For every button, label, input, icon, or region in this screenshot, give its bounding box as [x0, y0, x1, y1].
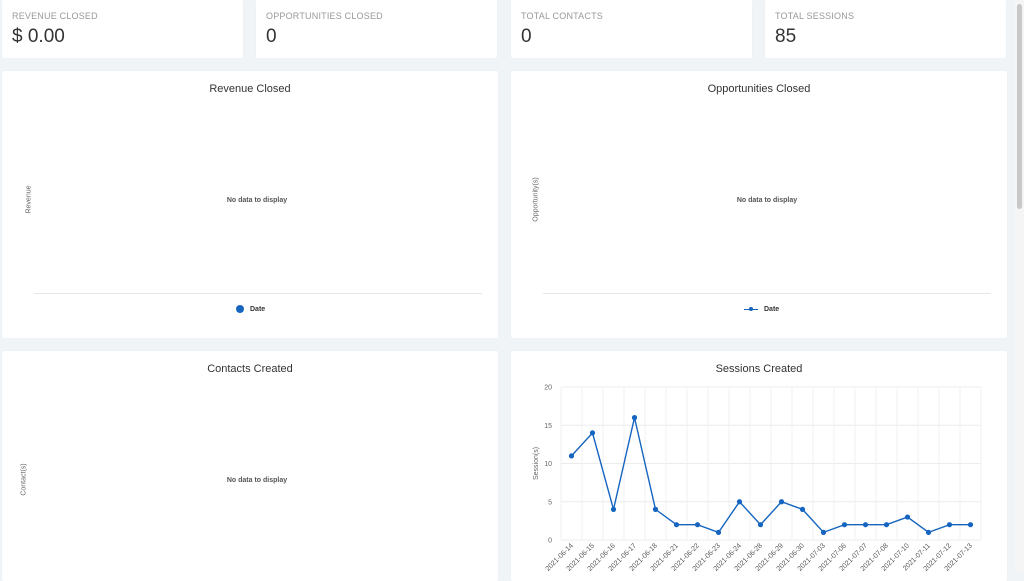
chart-legend[interactable]: Date — [744, 305, 779, 313]
data-point — [715, 529, 722, 535]
sessions-line-chart: 05101520Session(s)2021-06-142021-06-1520… — [533, 385, 982, 571]
data-point — [841, 522, 848, 528]
x-axis-line — [34, 293, 482, 294]
data-point — [736, 499, 743, 505]
data-point — [967, 522, 974, 528]
y-axis-label: Contact(s) — [20, 463, 28, 496]
page-scrollbar[interactable] — [1015, 0, 1024, 571]
data-point — [589, 430, 596, 436]
stat-label: OPPORTUNITIES CLOSED — [266, 11, 383, 21]
x-axis-line — [543, 293, 991, 294]
stat-value: 0 — [266, 26, 277, 47]
y-tick-label: 0 — [548, 538, 552, 545]
no-data-message: No data to display — [226, 477, 288, 484]
stat-label: TOTAL CONTACTS — [521, 11, 603, 21]
data-point — [862, 522, 869, 528]
sessions-created-panel: Sessions Created 0 5 10 15 20 Session(s) 2021-… — [511, 351, 1007, 581]
stat-label: REVENUE CLOSED — [12, 11, 98, 21]
stat-value: 85 — [775, 26, 797, 47]
stat-value: 0 — [521, 26, 532, 47]
panel-title: Revenue Closed — [209, 83, 291, 95]
legend-label: Date — [250, 305, 266, 313]
chart-legend[interactable]: Date — [236, 305, 265, 313]
legend-line-icon — [744, 305, 758, 313]
data-point — [610, 506, 617, 512]
legend-dot-icon — [236, 305, 244, 313]
data-point — [799, 506, 806, 512]
data-point — [673, 522, 680, 528]
stat-card-contacts: TOTAL CONTACTS 0 — [511, 0, 752, 58]
panel-title: Contacts Created — [207, 363, 293, 375]
y-tick-label: 10 — [544, 461, 552, 468]
data-point — [883, 522, 890, 528]
contacts-created-panel: Contacts Created Contact(s) No data to d… — [2, 351, 498, 581]
panel-title: Sessions Created — [715, 363, 803, 375]
opportunities-closed-panel: Opportunities Closed Opportunity(s) No d… — [511, 71, 1007, 338]
y-axis-label: Revenue — [25, 185, 33, 214]
stat-card-revenue: REVENUE CLOSED $ 0.00 — [2, 0, 243, 58]
scrollbar-thumb[interactable] — [1017, 4, 1022, 209]
series-line — [570, 417, 971, 534]
stat-label: TOTAL SESSIONS — [775, 11, 855, 21]
data-point — [652, 506, 659, 512]
data-point — [631, 415, 638, 421]
data-point — [568, 453, 575, 459]
y-tick-label: 5 — [548, 499, 552, 506]
panel-title: Opportunities Closed — [707, 83, 811, 95]
stat-value: $ 0.00 — [12, 26, 65, 47]
stat-card-opportunities: OPPORTUNITIES CLOSED 0 — [256, 0, 497, 58]
data-point — [904, 514, 911, 520]
data-point — [694, 522, 701, 528]
y-tick-label: 15 — [544, 423, 552, 430]
stat-card-sessions: TOTAL SESSIONS 85 — [765, 0, 1006, 58]
data-point — [757, 522, 764, 528]
y-axis-label: Session(s) — [533, 447, 540, 480]
data-point — [946, 522, 953, 528]
data-point — [820, 529, 827, 535]
y-tick-label: 20 — [544, 385, 552, 392]
data-point — [778, 499, 785, 505]
no-data-message: No data to display — [736, 197, 798, 204]
data-point — [925, 529, 932, 535]
no-data-message: No data to display — [226, 197, 288, 204]
legend-label: Date — [764, 305, 780, 313]
revenue-closed-panel: Revenue Closed Revenue No data to displa… — [2, 71, 498, 338]
y-axis-label: Opportunity(s) — [532, 177, 540, 222]
